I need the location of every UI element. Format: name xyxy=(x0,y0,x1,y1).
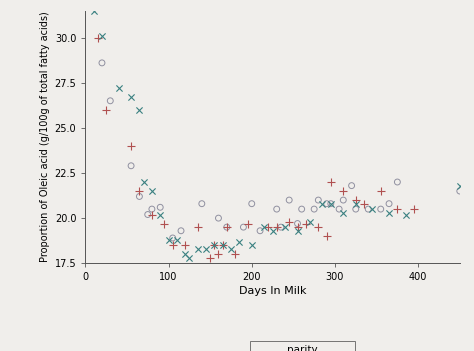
Point xyxy=(377,206,384,212)
Point xyxy=(269,228,276,233)
Point xyxy=(352,197,360,203)
Point xyxy=(273,206,281,212)
Point xyxy=(161,221,168,226)
Point xyxy=(206,255,214,261)
Point xyxy=(90,8,98,13)
Point xyxy=(136,194,143,199)
Point xyxy=(210,243,218,248)
Point xyxy=(240,224,247,230)
Point xyxy=(393,179,401,185)
Point xyxy=(148,188,155,194)
Y-axis label: Proportion of Oleic acid (g/100g of total fatty acids): Proportion of Oleic acid (g/100g of tota… xyxy=(40,12,50,262)
Point xyxy=(315,224,322,230)
Point xyxy=(219,243,227,248)
Point xyxy=(281,224,289,230)
Point xyxy=(107,98,114,104)
Point xyxy=(377,188,384,194)
Point xyxy=(285,197,293,203)
Point xyxy=(264,224,272,230)
Point xyxy=(456,188,464,194)
Point xyxy=(365,206,372,212)
Point xyxy=(156,212,164,217)
Point xyxy=(273,224,281,230)
Point xyxy=(327,201,335,206)
Point xyxy=(385,201,393,206)
Point xyxy=(294,221,301,226)
Point xyxy=(339,197,347,203)
Point xyxy=(327,179,335,185)
Point xyxy=(182,243,189,248)
Point xyxy=(173,237,181,243)
Point xyxy=(236,239,243,244)
Point xyxy=(335,206,343,212)
Point xyxy=(148,206,155,212)
Point xyxy=(215,251,222,257)
Point xyxy=(165,237,173,243)
Point xyxy=(210,243,218,248)
Point xyxy=(306,219,314,225)
Point xyxy=(194,246,201,252)
Point xyxy=(215,215,222,221)
Point xyxy=(385,210,393,216)
Point xyxy=(244,221,251,226)
Point xyxy=(219,243,227,248)
Point xyxy=(136,107,143,113)
Point xyxy=(128,143,135,149)
Point xyxy=(128,94,135,100)
Point xyxy=(223,224,230,230)
Legend: 1, 2, 3: 1, 2, 3 xyxy=(250,341,355,351)
Point xyxy=(177,228,185,233)
Point xyxy=(352,201,360,206)
Point xyxy=(302,221,310,226)
Point xyxy=(410,206,418,212)
Point xyxy=(319,201,326,206)
Point xyxy=(169,243,176,248)
Point xyxy=(144,212,152,217)
Point xyxy=(348,183,356,188)
Point xyxy=(310,206,318,212)
Point xyxy=(352,206,360,212)
Point xyxy=(260,224,268,230)
Point xyxy=(102,107,110,113)
Point xyxy=(323,233,330,239)
Point xyxy=(248,201,255,206)
Point xyxy=(128,163,135,168)
Point xyxy=(294,224,301,230)
Point xyxy=(456,183,464,188)
Point xyxy=(98,60,106,66)
Point xyxy=(194,224,201,230)
Point xyxy=(94,35,101,40)
Point xyxy=(460,183,468,188)
Point xyxy=(298,206,305,212)
Point xyxy=(198,201,206,206)
Point xyxy=(248,243,255,248)
Point xyxy=(294,228,301,233)
Point xyxy=(98,33,106,39)
X-axis label: Days In Milk: Days In Milk xyxy=(239,286,306,297)
Point xyxy=(182,251,189,257)
Point xyxy=(402,212,410,217)
Point xyxy=(285,219,293,225)
Point xyxy=(339,188,347,194)
Point xyxy=(327,201,335,206)
Point xyxy=(339,210,347,216)
Point xyxy=(323,201,330,206)
Point xyxy=(148,212,155,217)
Point xyxy=(115,85,122,91)
Point xyxy=(156,205,164,210)
Point xyxy=(256,228,264,233)
Point xyxy=(277,224,285,230)
Point xyxy=(315,197,322,203)
Point xyxy=(231,251,239,257)
Point xyxy=(360,201,368,206)
Point xyxy=(369,206,376,212)
Point xyxy=(136,188,143,194)
Point xyxy=(227,246,235,252)
Point xyxy=(185,255,193,261)
Point xyxy=(223,224,230,230)
Point xyxy=(393,206,401,212)
Point xyxy=(202,246,210,252)
Point xyxy=(140,179,147,185)
Point xyxy=(169,235,176,241)
